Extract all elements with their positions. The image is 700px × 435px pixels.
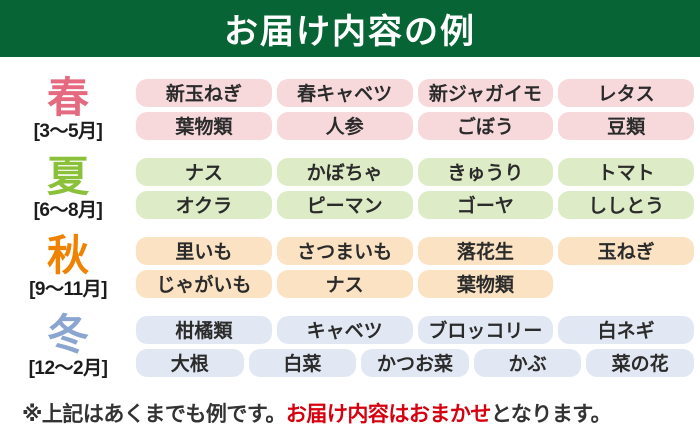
season-chips: 柑橘類 キャベツ ブロッコリー 白ネギ 大根 白菜 かつお菜 かぶ 菜の花 [136,315,694,377]
season-label: 春 [3〜5月] [0,74,136,142]
season-name: 春 [46,74,89,121]
vegetable-chip: 大根 [136,348,244,377]
vegetable-chip: レタス [558,78,694,107]
season-row: 冬 [12〜2月] 柑橘類 キャベツ ブロッコリー 白ネギ 大根 白菜 かつお菜 かぶ 菜の花 [0,314,694,378]
vegetable-chip: 豆類 [558,111,694,140]
vegetable-chip: ししとう [558,190,694,219]
season-row: 秋 [9〜11月] 里いも さつまいも 落花生 玉ねぎ じゃがいも ナス 葉物類 [0,235,694,299]
footer-note: ※上記はあくまでも例です。お届け内容はおまかせとなります。 [0,393,700,428]
vegetable-chip: ブロッコリー [417,315,554,344]
chip-row: ナス かぼちゃ きゅうり トマト [136,157,694,186]
season-label: 秋 [9〜11月] [0,232,136,300]
season-name: 冬 [46,311,89,358]
vegetable-chip: 春キャベツ [276,78,413,107]
chip-row: 葉物類 人参 ごぼう 豆類 [136,111,694,140]
season-period: [3〜5月] [33,121,103,142]
vegetable-chip: かつお菜 [361,348,469,377]
season-row: 春 [3〜5月] 新玉ねぎ 春キャベツ 新ジャガイモ レタス 葉物類 人参 ごぼう 豆類 [0,77,694,141]
season-chips: 里いも さつまいも 落花生 玉ねぎ じゃがいも ナス 葉物類 [136,236,694,298]
vegetable-chip: さつまいも [276,236,413,265]
vegetable-chip: ピーマン [276,190,413,219]
season-period: [6〜8月] [33,200,103,221]
season-chips: 新玉ねぎ 春キャベツ 新ジャガイモ レタス 葉物類 人参 ごぼう 豆類 [136,78,694,140]
season-label: 夏 [6〜8月] [0,153,136,221]
note-suffix: となります。 [490,403,612,426]
vegetable-chip: 落花生 [417,236,554,265]
chip-row: じゃがいも ナス 葉物類 [136,269,694,298]
chip-row: 柑橘類 キャベツ ブロッコリー 白ネギ [136,315,694,344]
vegetable-chip: 新玉ねぎ [136,78,272,107]
season-name: 秋 [46,232,89,279]
season-period: [12〜2月] [28,358,108,379]
vegetable-chip: 白ネギ [558,315,694,344]
seasons-table: 春 [3〜5月] 新玉ねぎ 春キャベツ 新ジャガイモ レタス 葉物類 人参 ごぼう 豆類夏 [6〜8… [0,57,700,378]
chip-row: オクラ ピーマン ゴーヤ ししとう [136,190,694,219]
vegetable-chip: 葉物類 [136,111,272,140]
vegetable-chip: ナス [276,269,413,298]
vegetable-chip: かぶ [473,348,582,377]
season-label: 冬 [12〜2月] [0,311,136,379]
vegetable-chip: きゅうり [417,157,554,186]
chip-row: 大根 白菜 かつお菜 かぶ 菜の花 [136,348,694,377]
season-row: 夏 [6〜8月] ナス かぼちゃ きゅうり トマト オクラ ピーマン ゴーヤ ししとう [0,156,694,220]
season-chips: ナス かぼちゃ きゅうり トマト オクラ ピーマン ゴーヤ ししとう [136,157,694,219]
header-banner: お届け内容の例 [0,0,700,57]
page-title: お届け内容の例 [224,13,476,51]
vegetable-chip: じゃがいも [136,269,272,298]
chip-row: 新玉ねぎ 春キャベツ 新ジャガイモ レタス [136,78,694,107]
vegetable-chip: 菜の花 [586,348,694,377]
vegetable-chip: キャベツ [276,315,413,344]
vegetable-chip: かぼちゃ [276,157,413,186]
vegetable-chip: 白菜 [248,348,357,377]
vegetable-chip: 柑橘類 [136,315,272,344]
vegetable-chip: オクラ [136,190,272,219]
vegetable-chip: トマト [558,157,694,186]
note-prefix: ※上記はあくまでも例です。 [22,403,286,426]
season-period: [9〜11月] [29,279,107,300]
vegetable-chip: 新ジャガイモ [417,78,554,107]
season-name: 夏 [46,153,89,200]
vegetable-chip: 玉ねぎ [558,236,694,265]
chip-row: 里いも さつまいも 落花生 玉ねぎ [136,236,694,265]
vegetable-chip: ごぼう [417,111,554,140]
vegetable-chip: 里いも [136,236,272,265]
vegetable-chip: ナス [136,157,272,186]
vegetable-chip: ゴーヤ [417,190,554,219]
vegetable-chip: 人参 [276,111,413,140]
vegetable-chip: 葉物類 [417,269,554,298]
note-highlight: お届け内容はおまかせ [285,403,492,426]
